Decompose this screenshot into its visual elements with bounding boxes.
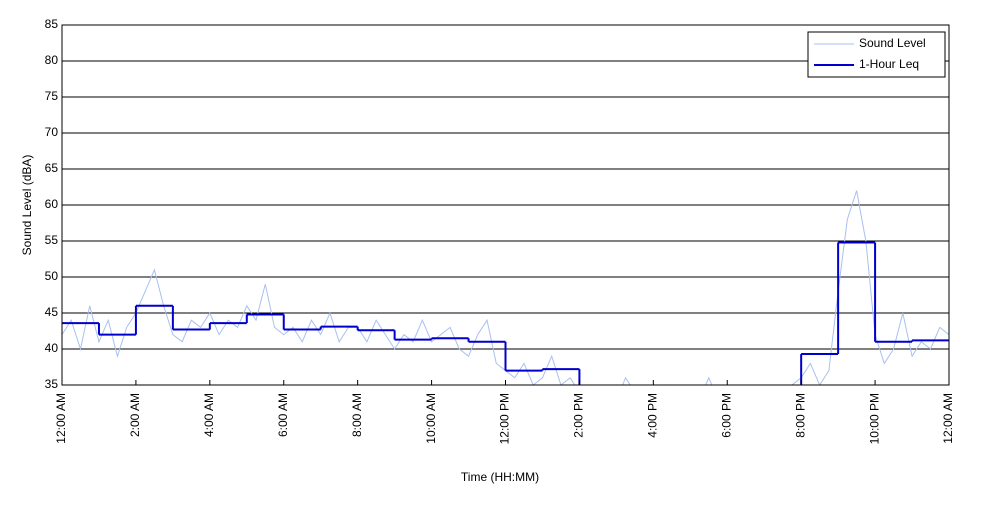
- lines: [62, 190, 949, 385]
- y-tick-label: 40: [45, 341, 59, 355]
- x-axis-label: Time (HH:MM): [461, 470, 539, 484]
- x-tick-label: 10:00 PM: [867, 393, 881, 444]
- y-tick-label: 45: [45, 305, 59, 319]
- y-tick-label: 70: [45, 125, 59, 139]
- x-tick-label: 4:00 AM: [202, 393, 216, 437]
- y-tick-label: 65: [45, 161, 59, 175]
- x-tick-label: 8:00 AM: [350, 393, 364, 437]
- y-tick-label: 85: [45, 17, 59, 31]
- x-tick-label: 4:00 PM: [646, 393, 660, 438]
- y-tick-label: 35: [45, 377, 59, 391]
- x-tick-label: 8:00 PM: [793, 393, 807, 438]
- x-tick-label: 2:00 PM: [572, 393, 586, 438]
- y-tick-label: 75: [45, 89, 59, 103]
- legend-box: [807, 31, 946, 78]
- y-tick-label: 55: [45, 233, 59, 247]
- y-tick-label: 60: [45, 197, 59, 211]
- x-tick-label: 10:00 AM: [424, 393, 438, 444]
- x-tick-label: 12:00 AM: [54, 393, 68, 444]
- x-tick-label: 12:00 PM: [498, 393, 512, 444]
- legend-label: 1-Hour Leq: [859, 57, 919, 71]
- y-axis-label: Sound Level (dBA): [20, 155, 34, 256]
- legend: Sound Level 1-Hour Leq: [807, 31, 946, 78]
- legend-label: Sound Level: [859, 36, 926, 50]
- y-tick-label: 50: [45, 269, 59, 283]
- x-tick-label: 6:00 PM: [719, 393, 733, 438]
- x-tick-label: 6:00 AM: [276, 393, 290, 437]
- x-tick-label: 2:00 AM: [128, 393, 142, 437]
- y-tick-label: 80: [45, 53, 59, 67]
- x-tick-label: 12:00 AM: [941, 393, 955, 444]
